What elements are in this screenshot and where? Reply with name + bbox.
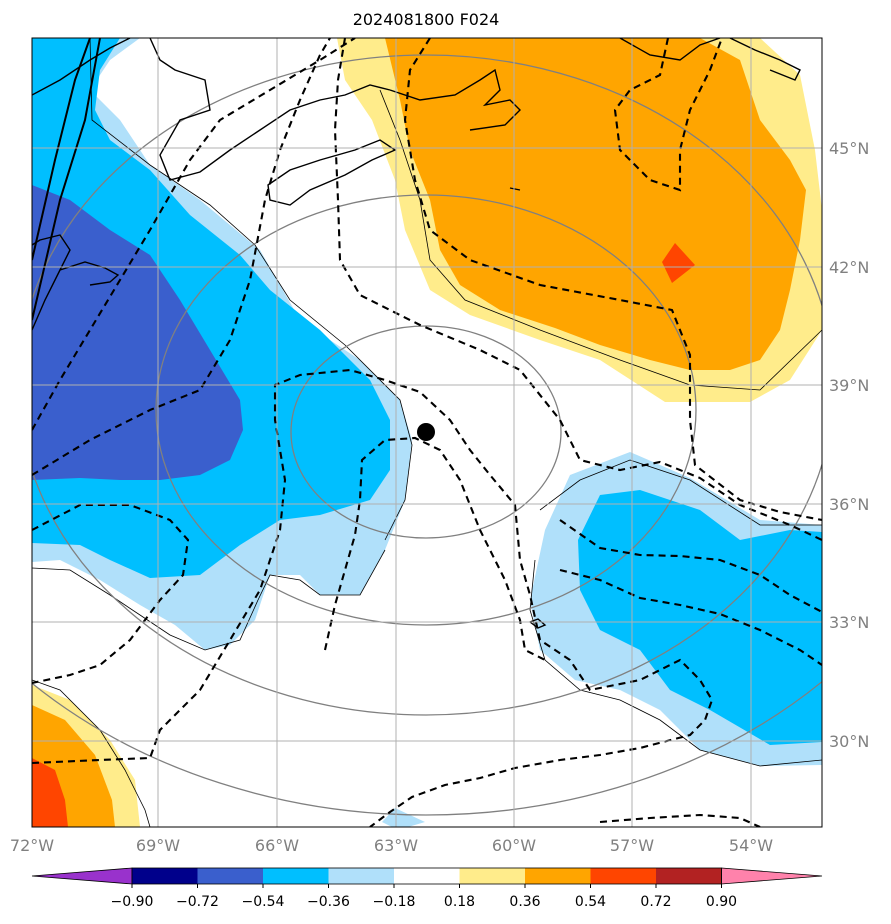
lon-label: 54°W — [729, 836, 773, 855]
lat-label: 42°N — [829, 258, 869, 277]
colorbar-swatch — [656, 868, 722, 884]
colorbar-extend-high — [721, 867, 823, 885]
colorbar-swatch — [132, 868, 198, 884]
colorbar-label: 0.90 — [706, 894, 737, 910]
gridlines — [32, 38, 822, 827]
field-moderate-negative-east — [578, 490, 822, 745]
coastlines — [32, 38, 801, 629]
colorbar-swatch — [394, 868, 460, 884]
colorbar-label: −0.18 — [373, 894, 416, 910]
lon-label: 72°W — [10, 836, 54, 855]
colorbar-swatch — [197, 868, 264, 884]
colorbar-label: −0.90 — [111, 894, 154, 910]
colorbar-swatch — [525, 868, 591, 884]
dashed-contours — [32, 38, 822, 827]
colorbar-swatch — [590, 868, 657, 884]
colorbar-label: −0.54 — [242, 894, 285, 910]
map-title: 2024081800 F024 — [353, 10, 500, 29]
lon-label: 60°W — [492, 836, 536, 855]
map-area — [32, 38, 822, 827]
field-weak-negative-south — [382, 808, 425, 827]
lat-label: 30°N — [829, 732, 869, 751]
field-strong-positive-maximum — [662, 243, 695, 283]
range-rings — [32, 38, 822, 816]
map-frame — [31, 37, 823, 828]
colorbar-extend-low — [31, 867, 133, 885]
colorbar-label: 0.18 — [444, 894, 475, 910]
lat-label: 39°N — [829, 376, 869, 395]
colorbar-label: 0.36 — [509, 894, 540, 910]
colorbar-frame — [131, 867, 722, 885]
colorbar-swatch — [328, 868, 395, 884]
latitude-labels: 45°N 42°N 39°N 36°N 33°N 30°N — [829, 139, 869, 751]
lon-label: 66°W — [255, 836, 299, 855]
storm-center-marker — [417, 423, 435, 441]
lon-label: 69°W — [136, 836, 180, 855]
colorbar-label: 0.54 — [575, 894, 606, 910]
lat-label: 33°N — [829, 613, 869, 632]
colorbar-label: −0.72 — [176, 894, 219, 910]
colorbar-swatch — [263, 868, 329, 884]
colorbar-label: −0.36 — [307, 894, 350, 910]
longitude-labels: 72°W 69°W 66°W 63°W 60°W 57°W 54°W — [10, 836, 773, 855]
lat-label: 45°N — [829, 139, 869, 158]
colorbar: −0.90 −0.72 −0.54 −0.36 −0.18 0.18 0.36 0.54 0.7… — [31, 867, 823, 910]
field-strong-positive-southwest — [32, 758, 68, 827]
lon-label: 63°W — [374, 836, 418, 855]
borders — [32, 38, 101, 321]
lat-label: 36°N — [829, 495, 869, 514]
field-strong-negative-west — [32, 185, 243, 480]
colorbar-label: 0.72 — [640, 894, 671, 910]
colorbar-swatch — [459, 868, 526, 884]
lon-label: 57°W — [610, 836, 654, 855]
zero-contours — [32, 38, 822, 827]
field-moderate-positive-northeast — [385, 38, 806, 370]
